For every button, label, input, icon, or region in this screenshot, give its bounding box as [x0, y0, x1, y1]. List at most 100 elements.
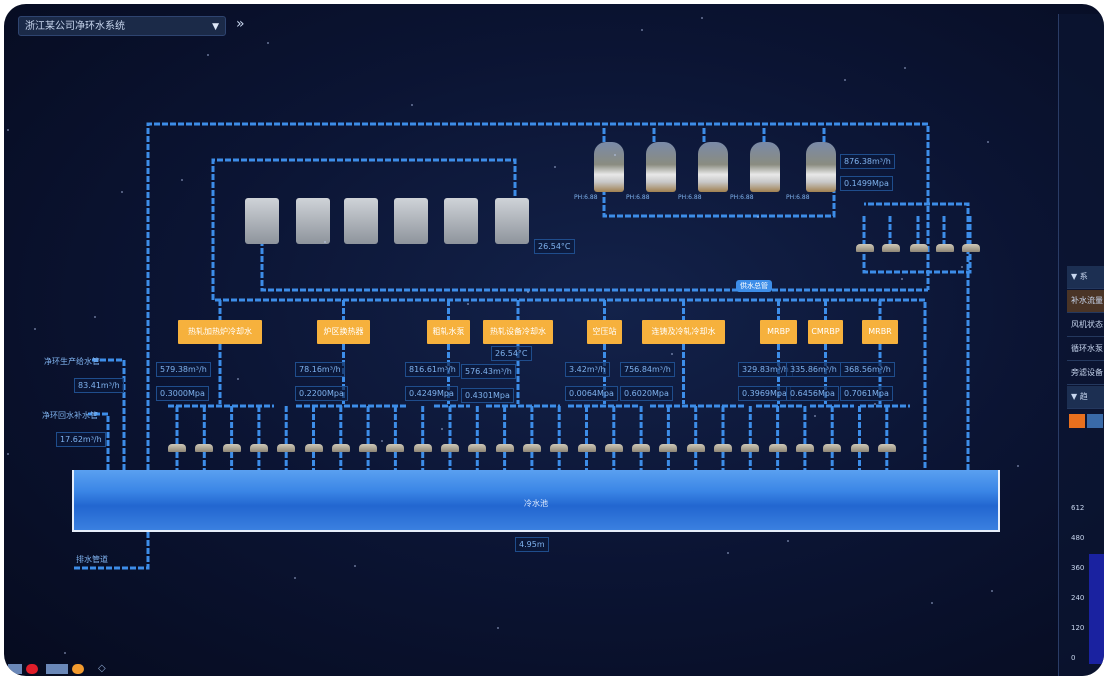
pump-icon[interactable] [768, 444, 787, 452]
chart-tick: 0 [1071, 654, 1076, 662]
star [670, 353, 673, 355]
pump-icon[interactable] [195, 444, 214, 452]
pump-icon[interactable] [856, 244, 874, 252]
panel-row[interactable]: 风机状态 [1067, 314, 1104, 337]
double-chevron-right-icon[interactable]: » [236, 16, 245, 32]
line-chart-icon[interactable] [1087, 414, 1103, 428]
pump-icon[interactable] [577, 444, 596, 452]
star [640, 29, 643, 31]
toolbar-icon[interactable] [8, 664, 22, 674]
pump-icon[interactable] [222, 444, 241, 452]
pump-icon[interactable] [882, 244, 900, 252]
return-flow: 17.62m³/h [56, 432, 106, 447]
panel-section-system[interactable]: ▼ 系 [1067, 266, 1104, 289]
pump-icon[interactable] [441, 444, 459, 452]
star [63, 652, 66, 654]
star [497, 627, 500, 629]
pump-icon[interactable] [550, 444, 569, 452]
pump-icon[interactable] [659, 444, 678, 452]
consumer-flow: 78.16m³/h [295, 362, 345, 377]
filter-tank-icon[interactable] [646, 142, 676, 192]
panel-row[interactable]: 补水流量 [1067, 290, 1104, 313]
cooling-tower-icon[interactable] [394, 198, 428, 244]
panel-section-trend[interactable]: ▼ 趋 [1067, 386, 1104, 409]
consumer-flow: 579.38m³/h [156, 362, 211, 377]
tank-label: 冷水池 [524, 499, 548, 508]
pump-icon[interactable] [850, 444, 869, 452]
star [987, 141, 990, 143]
star [553, 166, 556, 168]
settings-icon[interactable]: ◇ [98, 663, 106, 674]
consumer-box[interactable]: 炉区换热器 [317, 320, 370, 344]
star [180, 179, 183, 181]
panel-row[interactable]: 循环水泵 [1067, 338, 1104, 361]
star [440, 428, 443, 430]
pipe-network [4, 4, 972, 570]
consumer-box[interactable]: CMRBP [808, 320, 843, 344]
filter-tank-icon[interactable] [806, 142, 836, 192]
consumer-box[interactable]: 热轧加热炉冷却水 [178, 320, 262, 344]
consumer-pressure: 0.3000Mpa [156, 386, 209, 401]
pump-icon[interactable] [495, 444, 514, 452]
pump-icon[interactable] [249, 444, 268, 452]
cooling-tower-icon[interactable] [344, 198, 378, 244]
pump-icon[interactable] [714, 444, 732, 452]
filter-tank-icon[interactable] [750, 142, 780, 192]
star [903, 67, 906, 69]
pump-icon[interactable] [741, 444, 760, 452]
pump-icon[interactable] [962, 244, 980, 252]
supply-flow: 83.41m³/h [74, 378, 124, 393]
pump-icon[interactable] [686, 444, 705, 452]
star [613, 154, 616, 156]
consumer-box[interactable]: MRBP [760, 320, 797, 344]
filter-label: PH:6.88 [574, 194, 598, 201]
pump-icon[interactable] [304, 444, 323, 452]
star [267, 42, 270, 44]
scada-canvas: 浙江某公司净环水系统 ▼ » 热轧加热炉冷却水 579.38m³/h 0.3000Mp… [4, 4, 1104, 676]
pump-icon[interactable] [413, 444, 432, 452]
pump-icon[interactable] [386, 444, 405, 452]
filter-tank-icon[interactable] [698, 142, 728, 192]
cooling-tower-icon[interactable] [444, 198, 478, 244]
pump-icon[interactable] [877, 444, 896, 452]
pump-icon[interactable] [604, 444, 623, 452]
consumer-box[interactable]: 空压站 [587, 320, 622, 344]
consumer-box[interactable]: 连铸及冷轧冷却水 [642, 320, 725, 344]
pump-icon[interactable] [468, 444, 487, 452]
tank-level: 4.95m [515, 537, 549, 552]
system-select-value: 浙江某公司净环水系统 [25, 21, 125, 32]
filter-tank-icon[interactable] [594, 142, 624, 192]
filter-pressure: 0.1499Mpa [840, 176, 893, 191]
area-chart-icon[interactable] [1069, 414, 1085, 428]
consumer-box[interactable]: MRBR [862, 320, 898, 344]
star [467, 303, 470, 305]
warning-icon[interactable] [72, 664, 84, 674]
consumer-box[interactable]: 热轧设备冷却水 [483, 320, 553, 344]
cooling-tower-icon[interactable] [495, 198, 529, 244]
pump-icon[interactable] [910, 244, 928, 252]
star [727, 552, 730, 554]
consumer-box[interactable]: 粗轧水泵 [427, 320, 470, 344]
cooling-tower-icon[interactable] [296, 198, 330, 244]
pump-icon[interactable] [823, 444, 842, 452]
star [323, 241, 326, 243]
pump-icon[interactable] [632, 444, 651, 452]
pump-icon[interactable] [331, 444, 350, 452]
pump-icon[interactable] [277, 444, 296, 452]
pump-icon[interactable] [522, 444, 541, 452]
grid-icon[interactable] [46, 664, 68, 674]
star [380, 440, 383, 442]
system-select[interactable]: 浙江某公司净环水系统 ▼ [18, 16, 226, 36]
star [1017, 465, 1020, 467]
cooling-tower-icon[interactable] [245, 198, 279, 244]
alarm-icon[interactable] [26, 664, 38, 674]
pump-icon[interactable] [936, 244, 954, 252]
header-badge: 供水总管 [736, 280, 772, 292]
star [353, 565, 356, 567]
supply-label: 净环生产给水管 [44, 357, 100, 366]
pump-icon[interactable] [359, 444, 378, 452]
pump-icon[interactable] [168, 444, 186, 452]
pump-icon[interactable] [795, 444, 814, 452]
star [757, 216, 760, 218]
panel-row[interactable]: 旁滤设备 [1067, 362, 1104, 385]
